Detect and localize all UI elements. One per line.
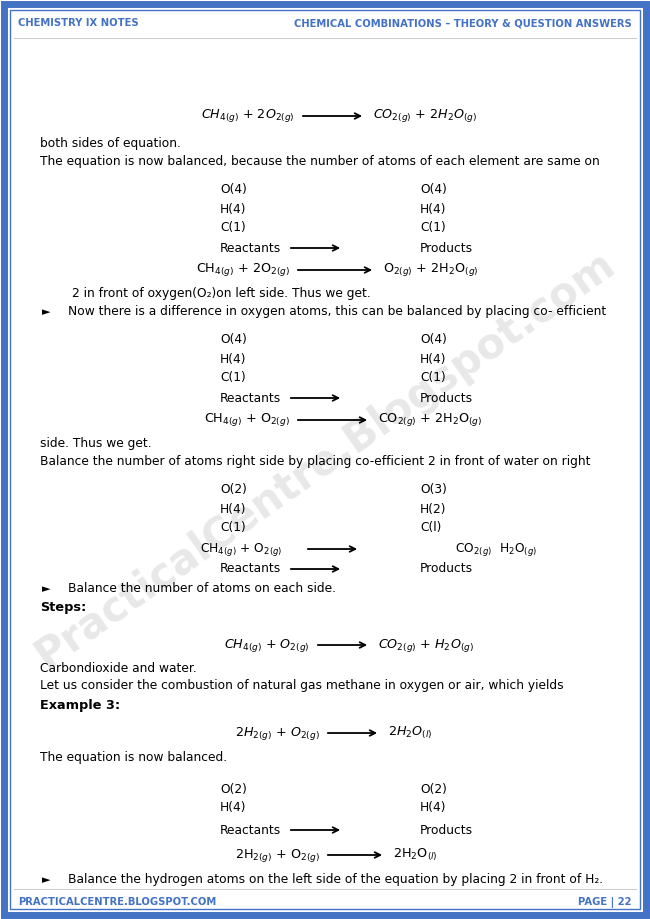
- Text: 2 in front of oxygen(O₂)on left side. Thus we get.: 2 in front of oxygen(O₂)on left side. Th…: [72, 288, 370, 301]
- Text: PAGE | 22: PAGE | 22: [578, 897, 632, 907]
- Text: C(1): C(1): [420, 371, 446, 384]
- Text: Products: Products: [420, 562, 473, 575]
- Text: PRACTICALCENTRE.BLOGSPOT.COM: PRACTICALCENTRE.BLOGSPOT.COM: [18, 897, 216, 907]
- Text: The equation is now balanced, because the number of atoms of each element are sa: The equation is now balanced, because th…: [40, 154, 600, 167]
- Text: 2H$_2$O$_{(l)}$: 2H$_2$O$_{(l)}$: [393, 846, 437, 863]
- Text: Products: Products: [420, 391, 473, 404]
- Text: H(2): H(2): [420, 503, 447, 516]
- Text: CHEMISTRY IX NOTES: CHEMISTRY IX NOTES: [18, 18, 138, 28]
- Text: O(3): O(3): [420, 483, 447, 496]
- Text: CO$_{2(g)}$ + 2H$_2$O$_{(g)}$: CO$_{2(g)}$ + 2H$_2$O$_{(g)}$: [378, 412, 482, 428]
- Text: CHEMICAL COMBINATIONS – THEORY & QUESTION ANSWERS: CHEMICAL COMBINATIONS – THEORY & QUESTIO…: [294, 18, 632, 28]
- Text: $2H_{2(g)}$ + $O_{2(g)}$: $2H_{2(g)}$ + $O_{2(g)}$: [235, 724, 320, 742]
- Text: O(2): O(2): [220, 782, 247, 796]
- Text: H(4): H(4): [420, 801, 447, 814]
- Text: ►: ►: [42, 875, 51, 885]
- Text: $CH_{4(g)}$ + $2O_{2(g)}$: $CH_{4(g)}$ + $2O_{2(g)}$: [202, 108, 295, 124]
- Text: C(1): C(1): [220, 221, 246, 234]
- Text: Reactants: Reactants: [220, 562, 281, 575]
- Text: Reactants: Reactants: [220, 242, 281, 255]
- Text: C(1): C(1): [220, 521, 246, 535]
- Text: side. Thus we get.: side. Thus we get.: [40, 437, 151, 450]
- Text: O(4): O(4): [220, 184, 247, 197]
- Text: Balance the hydrogen atoms on the left side of the equation by placing 2 in fron: Balance the hydrogen atoms on the left s…: [68, 873, 603, 887]
- Text: C(1): C(1): [220, 371, 246, 384]
- Text: Balance the number of atoms right side by placing co-efficient 2 in front of wat: Balance the number of atoms right side b…: [40, 455, 590, 468]
- Text: O(2): O(2): [420, 782, 447, 796]
- Text: Products: Products: [420, 823, 473, 836]
- Text: Reactants: Reactants: [220, 823, 281, 836]
- Text: H(4): H(4): [220, 353, 246, 366]
- Text: Carbondioxide and water.: Carbondioxide and water.: [40, 663, 197, 675]
- Text: Let us consider the combustion of natural gas methane in oxygen or air, which yi: Let us consider the combustion of natura…: [40, 679, 564, 693]
- Text: Balance the number of atoms on each side.: Balance the number of atoms on each side…: [68, 583, 336, 596]
- Text: H(4): H(4): [220, 202, 246, 215]
- Text: O$_{2(g)}$ + 2H$_2$O$_{(g)}$: O$_{2(g)}$ + 2H$_2$O$_{(g)}$: [383, 262, 478, 278]
- Text: CH$_{4(g)}$ + 2O$_{2(g)}$: CH$_{4(g)}$ + 2O$_{2(g)}$: [196, 262, 290, 278]
- Text: C(l): C(l): [420, 521, 441, 535]
- Text: $CH_{4(g)}$ + $O_{2(g)}$: $CH_{4(g)}$ + $O_{2(g)}$: [224, 637, 310, 653]
- Text: H(4): H(4): [220, 801, 246, 814]
- Text: ►: ►: [42, 584, 51, 594]
- Text: ►: ►: [42, 307, 51, 317]
- Text: H(4): H(4): [220, 503, 246, 516]
- Text: O(4): O(4): [420, 334, 447, 346]
- Text: O(4): O(4): [220, 334, 247, 346]
- Text: Reactants: Reactants: [220, 391, 281, 404]
- Text: PracticalCentre.Blogspot.com: PracticalCentre.Blogspot.com: [27, 243, 623, 676]
- Text: Example 3:: Example 3:: [40, 699, 120, 712]
- Text: H(4): H(4): [420, 202, 447, 215]
- Text: O(2): O(2): [220, 483, 247, 496]
- Text: $CO_{2(g)}$ + $H_2O_{(g)}$: $CO_{2(g)}$ + $H_2O_{(g)}$: [378, 637, 474, 653]
- Text: CH$_{4(g)}$ + O$_{2(g)}$: CH$_{4(g)}$ + O$_{2(g)}$: [204, 412, 290, 428]
- Text: $CO_{2(g)}$ + $2H_2O_{(g)}$: $CO_{2(g)}$ + $2H_2O_{(g)}$: [373, 108, 477, 124]
- Text: H(4): H(4): [420, 353, 447, 366]
- Text: $2H_2O_{(l)}$: $2H_2O_{(l)}$: [388, 725, 432, 742]
- Text: C(1): C(1): [420, 221, 446, 234]
- Text: Steps:: Steps:: [40, 600, 86, 614]
- Text: O(4): O(4): [420, 184, 447, 197]
- Text: Products: Products: [420, 242, 473, 255]
- Text: The equation is now balanced.: The equation is now balanced.: [40, 751, 227, 764]
- Text: Now there is a difference in oxygen atoms, this can be balanced by placing co- e: Now there is a difference in oxygen atom…: [68, 305, 606, 319]
- Text: CH$_{4(g)}$ + O$_{2(g)}$: CH$_{4(g)}$ + O$_{2(g)}$: [200, 540, 283, 558]
- Text: both sides of equation.: both sides of equation.: [40, 138, 181, 151]
- Text: 2H$_{2(g)}$ + O$_{2(g)}$: 2H$_{2(g)}$ + O$_{2(g)}$: [235, 846, 320, 864]
- Text: CO$_{2(g)}$  H$_2$O$_{(g)}$: CO$_{2(g)}$ H$_2$O$_{(g)}$: [455, 540, 538, 558]
